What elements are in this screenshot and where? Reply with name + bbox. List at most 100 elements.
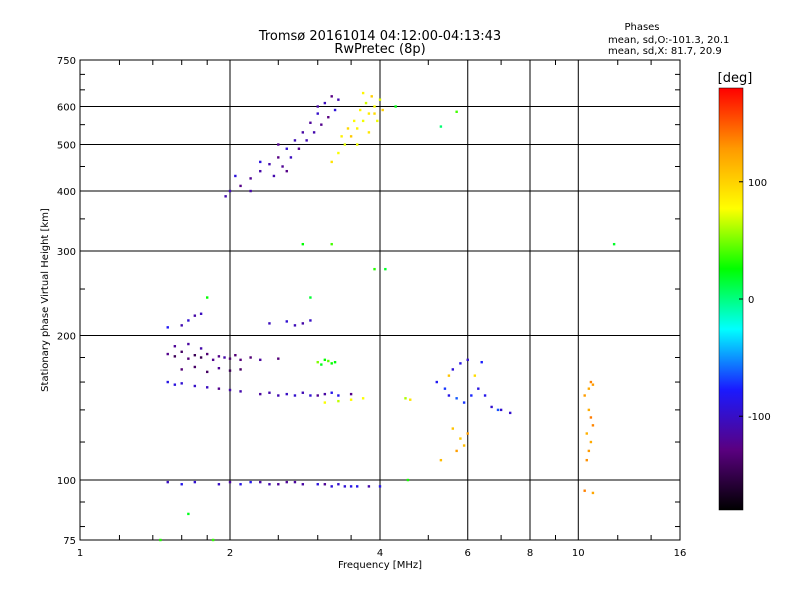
- data-point: [268, 322, 271, 325]
- data-point: [205, 386, 209, 389]
- data-point: [180, 483, 183, 486]
- data-point: [439, 125, 443, 128]
- data-point: [166, 352, 169, 356]
- data-point: [277, 156, 280, 159]
- data-point: [187, 512, 190, 516]
- data-point: [309, 319, 312, 322]
- data-point: [309, 296, 312, 299]
- data-point: [249, 177, 252, 180]
- data-point: [330, 391, 333, 394]
- data-point: [323, 401, 327, 404]
- grid-lines: [80, 60, 680, 540]
- data-point: [355, 127, 359, 130]
- data-point: [268, 483, 271, 486]
- data-point: [301, 483, 305, 486]
- data-point: [447, 374, 451, 377]
- data-point: [499, 408, 503, 412]
- data-point: [285, 392, 288, 396]
- data-point: [316, 394, 319, 397]
- data-point: [268, 391, 271, 394]
- data-point: [327, 359, 330, 363]
- data-point: [343, 143, 347, 146]
- data-point: [320, 123, 323, 126]
- data-point: [587, 408, 591, 412]
- data-point: [293, 139, 297, 142]
- data-point: [166, 380, 169, 384]
- data-point: [180, 350, 183, 353]
- data-point: [455, 397, 458, 400]
- data-point: [462, 444, 466, 447]
- data-point: [355, 485, 359, 488]
- data-point: [323, 483, 327, 486]
- data-point: [205, 370, 209, 374]
- data-point: [330, 485, 333, 488]
- chart-subtitle: RwPretec (8p): [334, 42, 425, 57]
- data-point: [259, 358, 262, 362]
- data-point: [477, 387, 480, 390]
- data-point: [343, 485, 347, 488]
- data-point: [367, 112, 371, 115]
- data-point: [612, 242, 616, 246]
- data-point: [239, 483, 242, 486]
- data-point: [187, 357, 190, 360]
- data-point: [289, 156, 293, 159]
- data-point: [277, 357, 280, 360]
- data-point: [384, 267, 387, 271]
- data-point: [293, 324, 297, 327]
- data-point: [199, 356, 203, 359]
- data-point: [591, 424, 595, 427]
- data-point: [259, 480, 262, 484]
- data-point: [187, 342, 190, 346]
- data-point: [285, 147, 288, 150]
- data-point: [239, 184, 242, 188]
- data-point: [443, 387, 447, 390]
- x-tick-label: 16: [674, 548, 687, 559]
- data-point: [249, 356, 252, 359]
- stats-line-x: mean, sd,X: 81.7, 20.9: [608, 46, 722, 57]
- data-point: [337, 98, 340, 101]
- data-point: [364, 101, 368, 105]
- data-point: [330, 242, 333, 246]
- data-point: [301, 391, 305, 394]
- data-point: [309, 394, 312, 397]
- data-point: [259, 392, 262, 396]
- data-point: [435, 380, 438, 384]
- data-point: [323, 392, 327, 396]
- data-point: [508, 411, 512, 415]
- data-point: [193, 353, 197, 357]
- stats-line-o: mean, sd,O:-101.3, 20.1: [608, 35, 729, 46]
- data-point: [406, 478, 410, 482]
- data-point: [239, 358, 242, 362]
- x-tick-label: 8: [527, 548, 533, 559]
- data-point: [180, 368, 183, 371]
- data-point: [451, 427, 455, 430]
- y-tick-label: 500: [57, 141, 76, 152]
- data-point: [193, 314, 197, 317]
- data-points: [159, 91, 616, 542]
- data-point: [211, 358, 215, 362]
- data-point: [361, 397, 365, 400]
- data-point: [591, 491, 595, 495]
- data-point: [455, 449, 458, 453]
- data-point: [228, 189, 232, 193]
- data-point: [223, 356, 226, 359]
- data-point: [293, 394, 297, 397]
- data-point: [337, 483, 340, 486]
- x-axis-label: Frequency [MHz]: [338, 560, 422, 571]
- data-point: [211, 538, 215, 542]
- data-point: [330, 95, 333, 98]
- data-point: [373, 267, 376, 271]
- data-point: [277, 143, 280, 146]
- data-point: [228, 480, 232, 484]
- data-point: [337, 399, 340, 403]
- data-point: [466, 432, 469, 435]
- data-point: [316, 360, 319, 364]
- data-point: [459, 437, 462, 440]
- data-point: [378, 98, 382, 101]
- data-point: [259, 169, 262, 173]
- data-point: [480, 360, 483, 364]
- data-point: [583, 489, 586, 492]
- data-point: [301, 322, 305, 325]
- minor-ticks: [80, 60, 680, 540]
